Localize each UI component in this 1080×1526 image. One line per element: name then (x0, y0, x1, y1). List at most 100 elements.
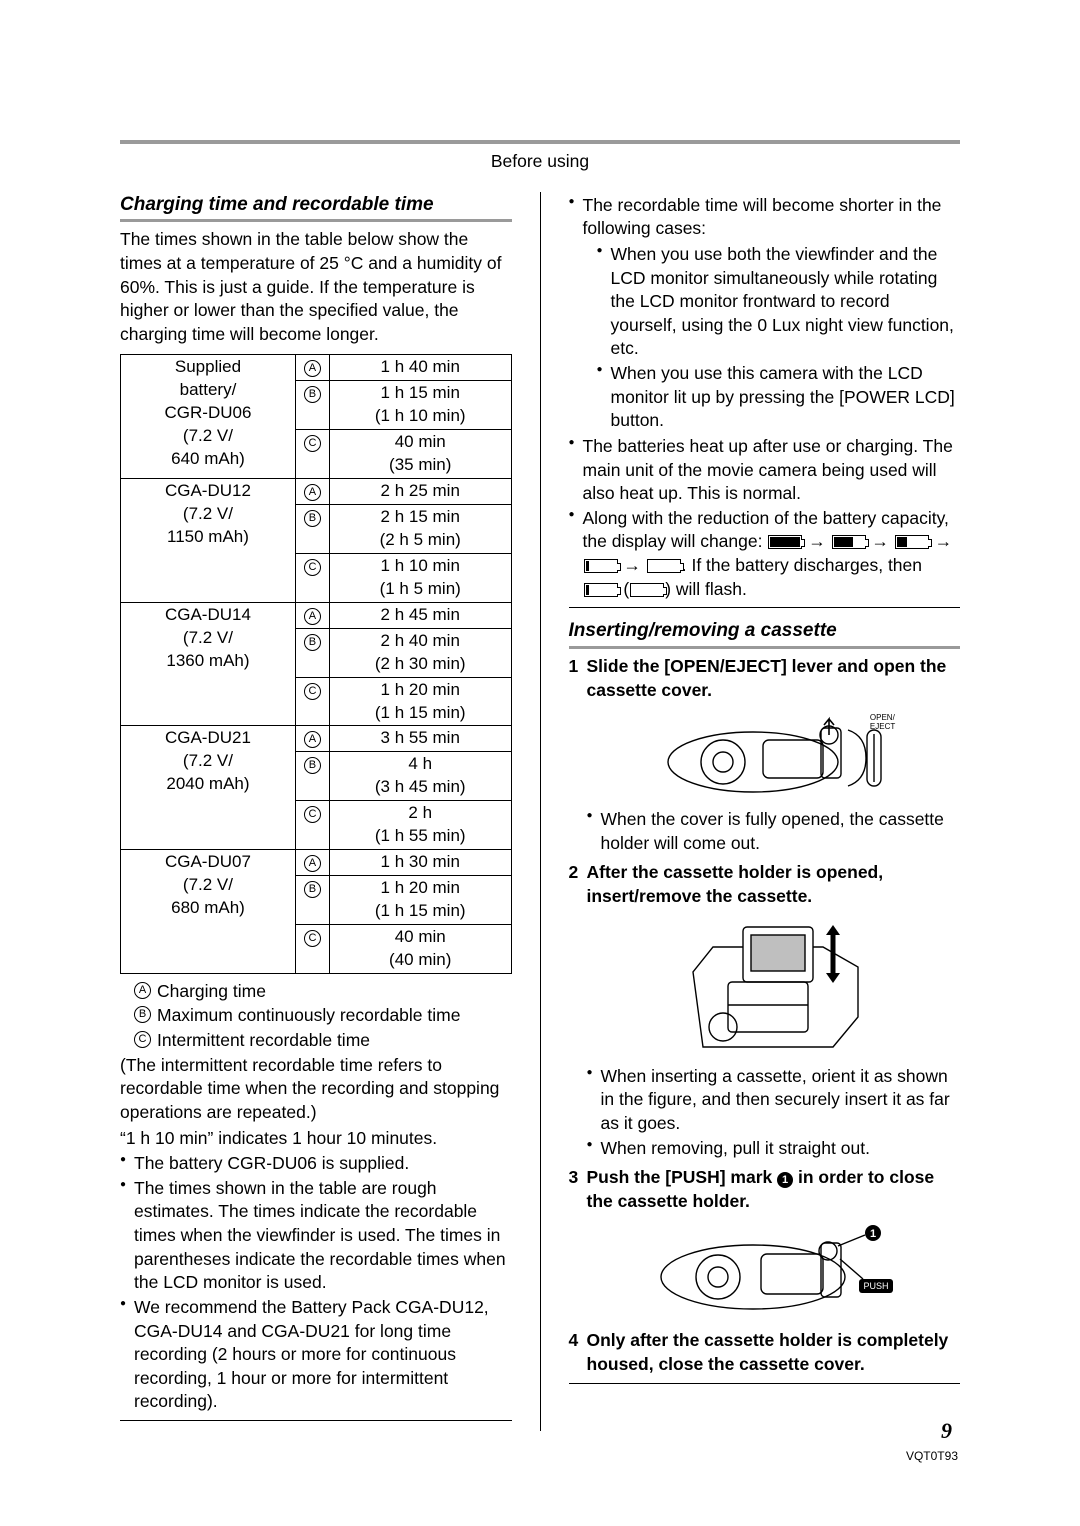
heading-charging-time: Charging time and recordable time (120, 192, 512, 223)
circled-a-icon: A (304, 484, 321, 501)
circled-a-icon: A (134, 982, 151, 999)
legend-b: B Maximum continuously recordable time (134, 1004, 512, 1028)
time-cell: 1 h 15 min(1 h 10 min) (329, 381, 511, 430)
capacity-suffix: will flash. (671, 579, 747, 599)
circled-a-icon: A (304, 608, 321, 625)
left-bullet: The times shown in the table are rough e… (120, 1177, 512, 1295)
table-row: CGA-DU14(7.2 V/1360 mAh)A2 h 45 min (121, 602, 512, 628)
battery-2bars-icon (832, 535, 866, 549)
circled-b-icon: B (304, 881, 321, 898)
time-cell: 1 h 40 min (329, 355, 511, 381)
left-bullet: The battery CGR-DU06 is supplied. (120, 1152, 512, 1176)
battery-low-icon (584, 559, 618, 573)
section-header: Before using (120, 150, 960, 174)
section-rule (569, 1383, 961, 1384)
legend-c: C Intermittent recordable time (134, 1029, 512, 1053)
time-cell: 1 h 20 min(1 h 15 min) (329, 677, 511, 726)
intro-paragraph: The times shown in the table below show … (120, 228, 512, 346)
battery-cell: CGA-DU12(7.2 V/1150 mAh) (121, 479, 296, 603)
circled-b-icon: B (134, 1006, 151, 1023)
step-3: 3 Push the [PUSH] mark 1 in order to clo… (569, 1166, 961, 1321)
circled-c-icon: C (304, 930, 321, 947)
symbol-cell: C (295, 801, 329, 850)
document-code: VQT0T93 (906, 1448, 958, 1464)
right-bullet-capacity: Along with the reduction of the battery … (569, 507, 961, 602)
circled-a-icon: A (304, 855, 321, 872)
circled-b-icon: B (304, 386, 321, 403)
circled-a-icon: A (304, 360, 321, 377)
symbol-cell: C (295, 924, 329, 973)
circled-c-icon: C (304, 559, 321, 576)
open-eject-label: OPEN/EJECT (870, 714, 895, 731)
heading-cassette: Inserting/removing a cassette (569, 618, 961, 649)
left-bullet: We recommend the Battery Pack CGA-DU12, … (120, 1296, 512, 1414)
symbol-cell: A (295, 602, 329, 628)
page-root: Before using Charging time and recordabl… (0, 0, 1080, 1491)
legend-b-text: Maximum continuously recordable time (157, 1004, 460, 1028)
step-number: 3 (569, 1166, 579, 1190)
time-cell: 2 h 40 min(2 h 30 min) (329, 628, 511, 677)
right-bullet: The batteries heat up after use or charg… (569, 435, 961, 506)
time-cell: 1 h 30 min (329, 850, 511, 876)
step-number: 4 (569, 1329, 579, 1353)
right-bullet-lead: The recordable time will become shorter … (569, 194, 961, 433)
step-1: 1 Slide the [OPEN/EJECT] lever and open … (569, 655, 961, 856)
section-rule (120, 1420, 512, 1421)
table-row: CGA-DU21(7.2 V/2040 mAh)A3 h 55 min (121, 726, 512, 752)
step-4-title: Only after the cassette holder is comple… (587, 1330, 949, 1374)
time-cell: 2 h(1 h 55 min) (329, 801, 511, 850)
time-cell: 2 h 45 min (329, 602, 511, 628)
step-1-title: Slide the [OPEN/EJECT] lever and open th… (587, 656, 947, 700)
time-cell: 1 h 10 min(1 h 5 min) (329, 553, 511, 602)
legend-a: A Charging time (134, 980, 512, 1004)
cassette-steps: 1 Slide the [OPEN/EJECT] lever and open … (569, 655, 961, 1377)
symbol-cell: A (295, 355, 329, 381)
circled-b-icon: B (304, 634, 321, 651)
step-1-notes: When the cover is fully opened, the cass… (587, 808, 961, 855)
step-number: 1 (569, 655, 579, 679)
table-row: CGA-DU12(7.2 V/1150 mAh)A2 h 25 min (121, 479, 512, 505)
svg-text:1: 1 (870, 1228, 876, 1240)
time-cell: 3 h 55 min (329, 726, 511, 752)
top-rule (120, 140, 960, 144)
right-sub-bullet: When you use both the viewfinder and the… (597, 243, 961, 361)
right-top-bullets: The recordable time will become shorter … (569, 194, 961, 602)
right-sub-bullets: When you use both the viewfinder and the… (597, 243, 961, 433)
right-bullet-lead-text: The recordable time will become shorter … (583, 195, 942, 239)
push-mark-icon: 1 (777, 1172, 793, 1188)
left-bullet-list: The battery CGR-DU06 is supplied. The ti… (120, 1152, 512, 1414)
battery-empty-icon (647, 559, 681, 573)
legend-note: (The intermittent recordable time refers… (120, 1054, 512, 1125)
table-legend: A Charging time B Maximum continuously r… (120, 980, 512, 1053)
battery-cell: CGA-DU21(7.2 V/2040 mAh) (121, 726, 296, 850)
circled-c-icon: C (304, 683, 321, 700)
right-sub-bullet: When you use this camera with the LCD mo… (597, 362, 961, 433)
circled-a-icon: A (304, 731, 321, 748)
symbol-cell: A (295, 726, 329, 752)
step-3-title-pre: Push the [PUSH] mark (587, 1167, 778, 1187)
symbol-cell: B (295, 876, 329, 925)
symbol-cell: A (295, 479, 329, 505)
circled-c-icon: C (304, 435, 321, 452)
illustration-open-eject: OPEN/EJECT (653, 710, 893, 800)
battery-cell: CGA-DU14(7.2 V/1360 mAh) (121, 602, 296, 726)
right-column: The recordable time will become shorter … (569, 192, 961, 1431)
table-row: CGA-DU07(7.2 V/680 mAh)A1 h 30 min (121, 850, 512, 876)
symbol-cell: B (295, 752, 329, 801)
symbol-cell: B (295, 628, 329, 677)
time-cell: 40 min(35 min) (329, 430, 511, 479)
step-2-title: After the cassette holder is opened, ins… (587, 862, 884, 906)
circled-c-icon: C (134, 1031, 151, 1048)
left-column: Charging time and recordable time The ti… (120, 192, 512, 1431)
time-format-note: “1 h 10 min” indicates 1 hour 10 minutes… (120, 1127, 512, 1151)
step-2: 2 After the cassette holder is opened, i… (569, 861, 961, 1160)
legend-a-text: Charging time (157, 980, 266, 1004)
time-cell: 40 min(40 min) (329, 924, 511, 973)
time-cell: 2 h 15 min(2 h 5 min) (329, 505, 511, 554)
circled-c-icon: C (304, 806, 321, 823)
push-badge-text: PUSH (864, 1281, 889, 1291)
battery-flash-empty-icon (630, 583, 664, 597)
step-2-notes: When inserting a cassette, orient it as … (587, 1065, 961, 1161)
step-2-note: When inserting a cassette, orient it as … (587, 1065, 961, 1136)
illustration-insert-cassette (673, 917, 873, 1057)
